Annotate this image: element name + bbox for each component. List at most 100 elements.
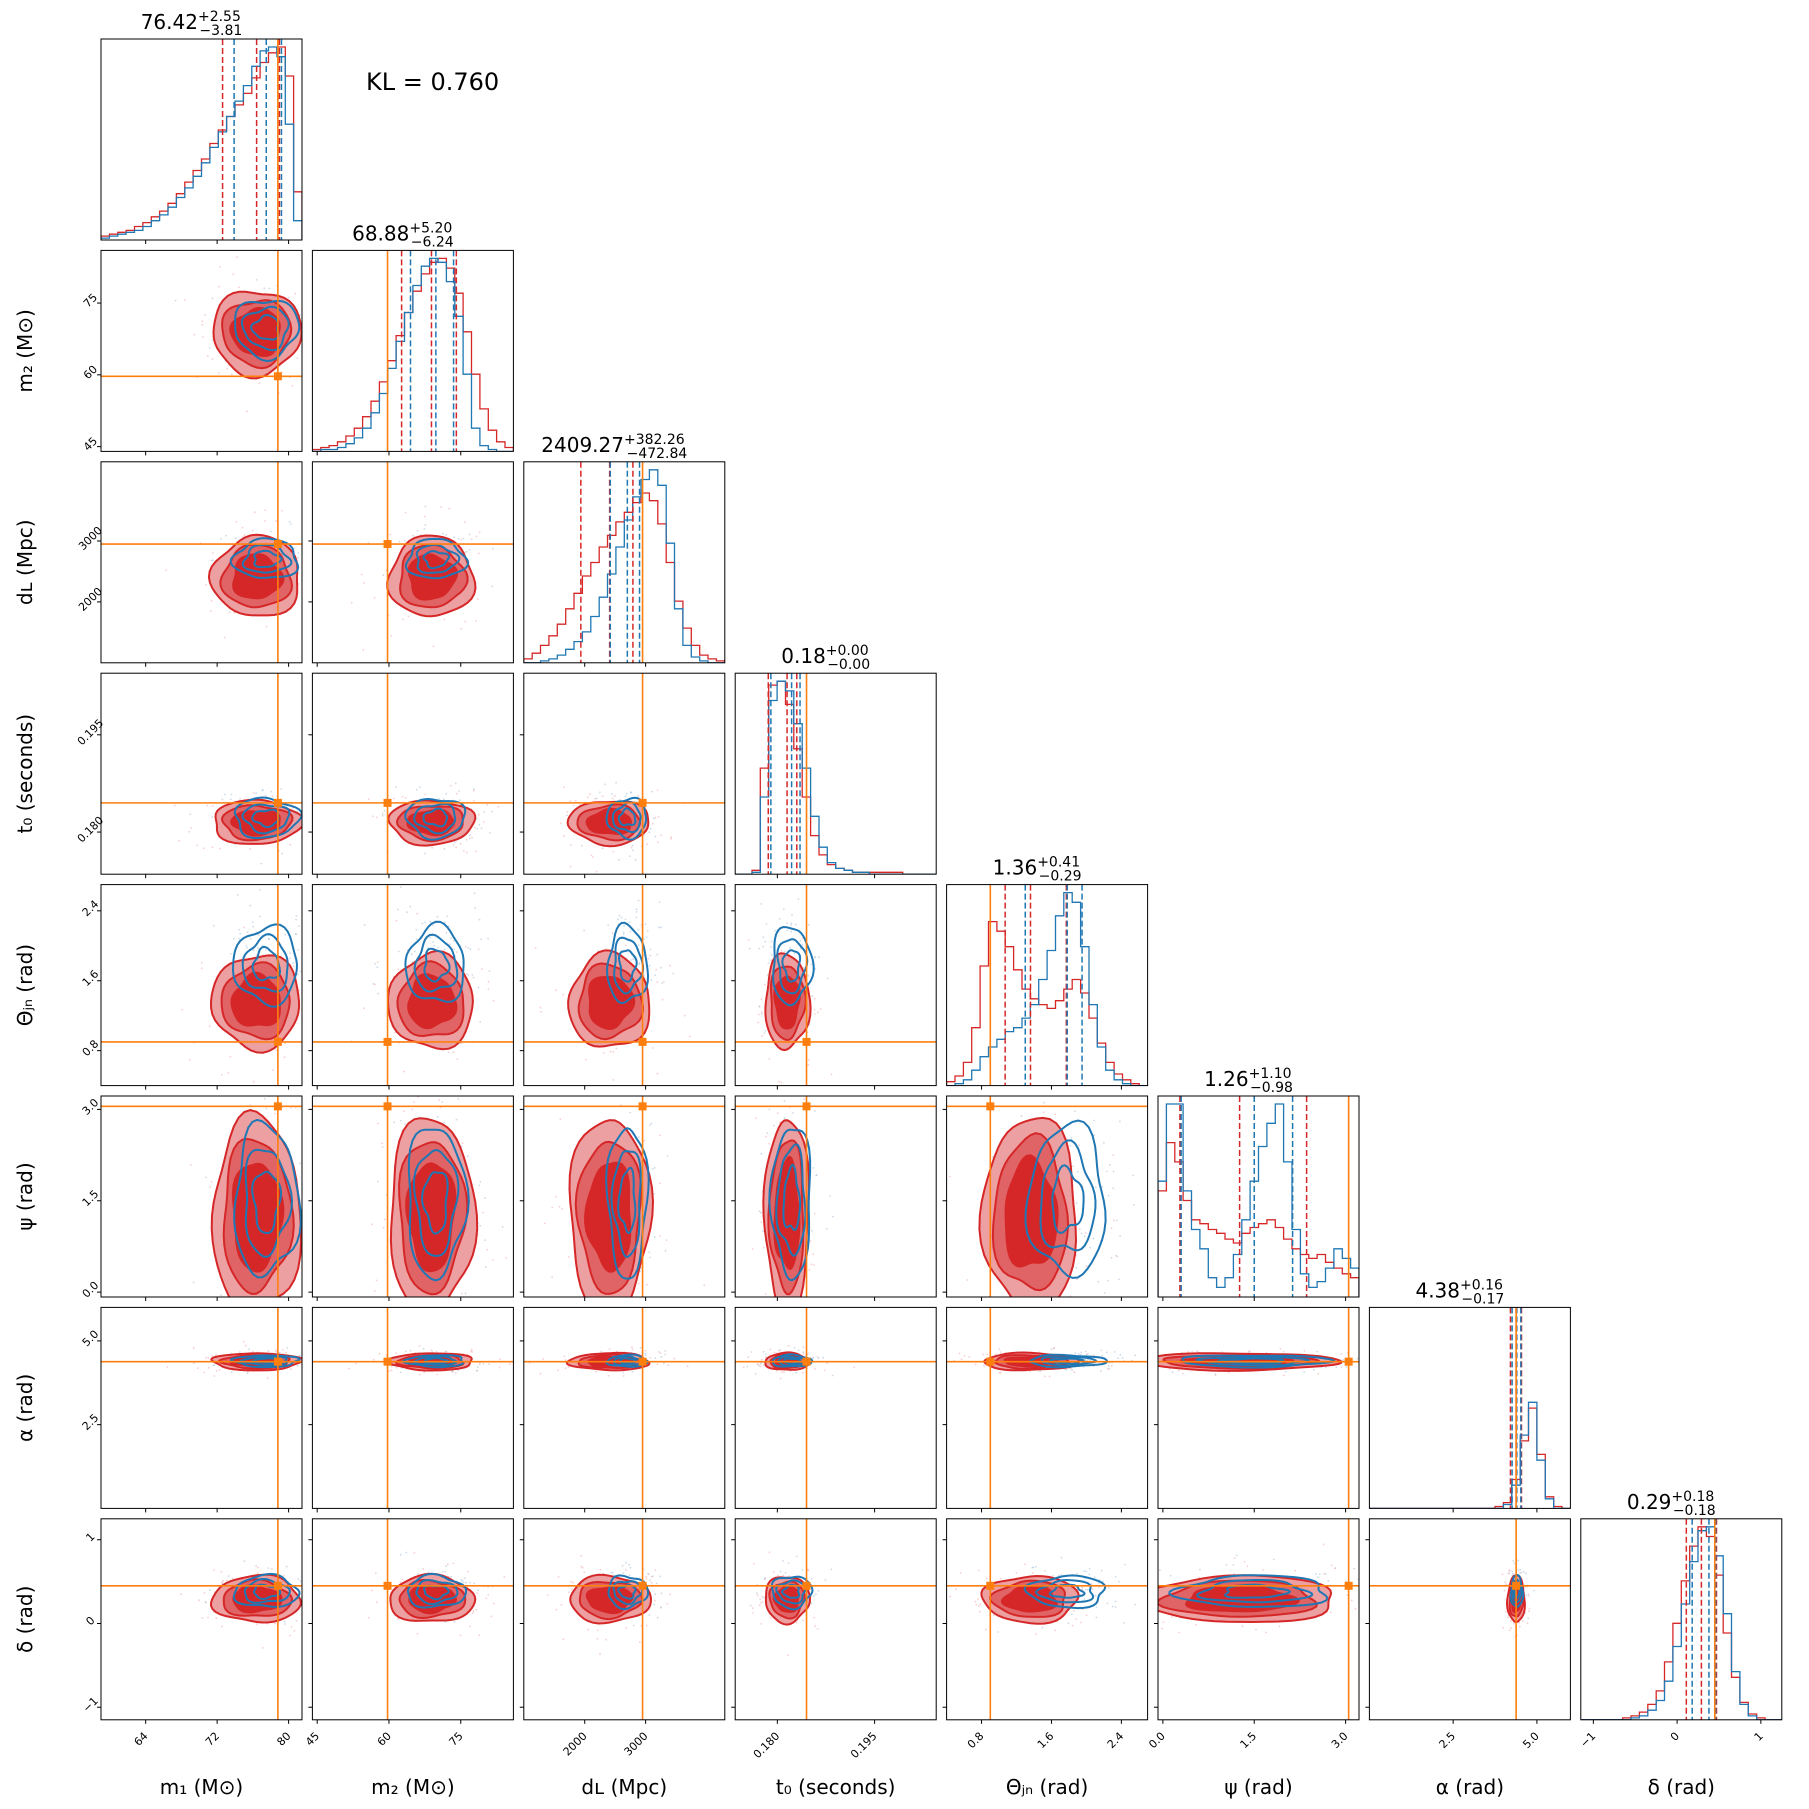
truth-marker: [383, 1357, 392, 1366]
blue-sample-point: [467, 947, 470, 949]
panel-frame: [311, 1095, 514, 1298]
red-sample-point: [562, 993, 565, 996]
blue-sample-point: [831, 1374, 834, 1377]
red-sample-point: [436, 1373, 439, 1376]
red-sample-point: [315, 992, 317, 994]
red-sample-point: [371, 1589, 373, 1592]
panel-psi-theta: [942, 1095, 1149, 1315]
blue-sample-point: [234, 537, 237, 540]
red-sample-point: [803, 1098, 805, 1101]
red-sample-point: [221, 1581, 224, 1584]
blue-sample-point: [1099, 1370, 1102, 1372]
panel-alpha-theta: [942, 1306, 1149, 1513]
red-sample-point: [487, 1594, 490, 1596]
red-sample-point: [1112, 1154, 1115, 1156]
blue-sample-point: [758, 1210, 761, 1213]
blue-sample-point: [615, 781, 617, 784]
truth-marker: [1344, 1357, 1353, 1366]
red-sample-point: [591, 856, 594, 858]
blue-sample-point: [473, 1582, 475, 1585]
truth-marker: [273, 1357, 282, 1366]
red-sample-point: [373, 983, 376, 986]
blue-contour-inner: [251, 808, 280, 829]
blue-sample-point: [655, 1582, 658, 1585]
blue-sample-point: [290, 523, 292, 525]
blue-sample-point: [246, 946, 248, 949]
blue-sample-point: [817, 1357, 820, 1359]
red-sample-point: [659, 1182, 661, 1185]
red-sample-point: [826, 1362, 829, 1364]
panel-content: [946, 1307, 1148, 1509]
panel-content: [312, 461, 514, 663]
red-sample-point: [395, 1352, 398, 1354]
blue-sample-point: [791, 914, 793, 916]
blue-sample-point: [661, 982, 664, 985]
red-sample-point: [320, 1599, 322, 1601]
blue-sample-point: [610, 1571, 613, 1574]
blue-sample-point: [807, 974, 809, 977]
blue-sample-point: [450, 937, 453, 939]
blue-sample-point: [1043, 1101, 1045, 1104]
blue-contour-outer: [1024, 1119, 1107, 1279]
red-sample-point: [423, 1371, 426, 1374]
panel-alpha-m2: [308, 1306, 514, 1513]
blue-sample-point: [230, 793, 233, 796]
red-sample-point: [608, 1348, 611, 1350]
red-sample-point: [271, 795, 274, 798]
panel-frame: [734, 1095, 937, 1298]
blue-sample-point: [267, 1567, 270, 1569]
blue-sample-point: [653, 1236, 656, 1239]
red-sample-point: [974, 1363, 977, 1366]
red-sample-point: [459, 843, 462, 845]
red-sample-point: [637, 1282, 640, 1285]
red-sample-point: [274, 1349, 277, 1351]
blue-sample-point: [779, 1349, 782, 1351]
blue-sample-point: [295, 915, 298, 917]
red-sample-point: [587, 1628, 590, 1631]
blue-contour-inner: [423, 947, 451, 983]
blue-sample-point: [245, 944, 248, 947]
blue-sample-point: [308, 803, 310, 805]
blue-sample-point: [660, 926, 663, 929]
blue-sample-point: [818, 956, 820, 959]
red-sample-point: [402, 618, 405, 621]
red-sample-point: [417, 1088, 419, 1090]
red-sample-point: [767, 1090, 769, 1092]
blue-sample-point: [476, 1366, 479, 1368]
red-sample-point: [539, 1006, 542, 1009]
blue-sample-point: [399, 1553, 402, 1556]
blue-sample-point: [760, 1211, 762, 1214]
blue-sample-point: [282, 1315, 284, 1317]
red-sample-point: [1177, 1369, 1180, 1372]
blue-sample-point: [788, 1066, 790, 1068]
red-sample-point: [631, 1346, 633, 1349]
red-sample-point: [481, 968, 483, 970]
blue-sample-point: [488, 970, 491, 972]
red-sample-point: [307, 1192, 309, 1194]
red-sample-point: [202, 336, 204, 338]
blue-sample-point: [238, 928, 241, 931]
red-sample-point: [960, 1358, 963, 1361]
red-sample-point: [558, 1205, 561, 1208]
red-sample-point: [773, 1351, 776, 1354]
blue-sample-point: [478, 1184, 481, 1187]
blue-sample-point: [653, 1167, 656, 1169]
red-sample-point: [206, 804, 209, 807]
blue-sample-point: [629, 1111, 632, 1114]
y-tick-label: 75: [81, 291, 100, 310]
blue-sample-point: [818, 1301, 820, 1303]
blue-sample-point: [616, 1070, 618, 1072]
red-sample-point: [1049, 1313, 1051, 1315]
blue-sample-point: [625, 1561, 627, 1564]
red-sample-point: [255, 1623, 258, 1625]
blue-sample-point: [475, 817, 478, 820]
blue-sample-point: [1214, 1373, 1217, 1375]
blue-sample-point: [476, 828, 479, 830]
red-sample-point: [430, 1349, 433, 1351]
blue-sample-point: [793, 952, 796, 955]
red-sample-point: [220, 1570, 223, 1573]
red-sample-point: [181, 1008, 183, 1011]
red-sample-point: [173, 804, 176, 807]
blue-sample-point: [445, 792, 447, 795]
